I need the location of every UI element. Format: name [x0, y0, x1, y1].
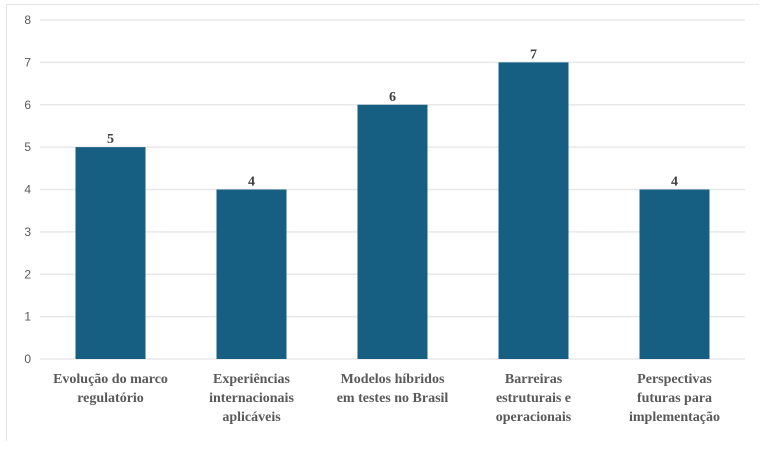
x-tick-label-line: implementação — [629, 410, 720, 425]
data-label: 7 — [530, 47, 537, 62]
x-tick-label-line: aplicáveis — [222, 410, 281, 425]
chart-frame — [6, 4, 759, 441]
y-tick-label: 6 — [24, 98, 31, 112]
data-label: 4 — [671, 175, 678, 190]
x-tick-label-line: estruturais e — [496, 391, 571, 406]
x-tick-label: Perspectivas futuras para implementação — [629, 372, 720, 425]
x-tick-label-line: Barreiras — [505, 372, 563, 387]
x-tick-label: Barreiras estruturais e operacionais — [496, 372, 572, 425]
x-tick-label-line: Perspectivas — [637, 372, 712, 387]
x-tick-label: Evolução do marco regulatório — [53, 372, 168, 406]
x-tick-label-line: Experiências — [213, 372, 291, 387]
bar — [216, 189, 287, 359]
x-tick-label: Experiências internacionais aplicáveis — [209, 372, 294, 425]
y-tick-label: 2 — [24, 267, 31, 281]
data-label: 5 — [107, 132, 114, 147]
y-tick-label: 5 — [24, 140, 31, 154]
y-tick-label: 0 — [24, 352, 31, 366]
y-tick-label: 8 — [24, 13, 31, 27]
x-tick-label-line: em testes no Brasil — [337, 391, 449, 406]
y-tick-label: 1 — [24, 310, 31, 324]
x-tick-label-line: futuras para — [637, 391, 712, 406]
bar — [75, 147, 146, 359]
x-tick-label-line: Evolução do marco — [53, 372, 168, 387]
bar — [498, 62, 569, 359]
data-label: 4 — [248, 175, 255, 190]
x-tick-label-line: Modelos híbridos — [341, 372, 445, 387]
bar — [357, 104, 428, 359]
y-tick-label: 7 — [24, 55, 31, 69]
bar — [639, 189, 710, 359]
x-tick-label-line: internacionais — [209, 391, 294, 406]
data-label: 6 — [389, 90, 396, 105]
y-tick-label: 3 — [24, 225, 31, 239]
x-tick-label: Modelos híbridos em testes no Brasil — [337, 372, 449, 406]
y-tick-label: 4 — [24, 183, 31, 197]
x-tick-label-line: regulatório — [77, 391, 144, 406]
x-tick-label-line: operacionais — [496, 410, 572, 425]
